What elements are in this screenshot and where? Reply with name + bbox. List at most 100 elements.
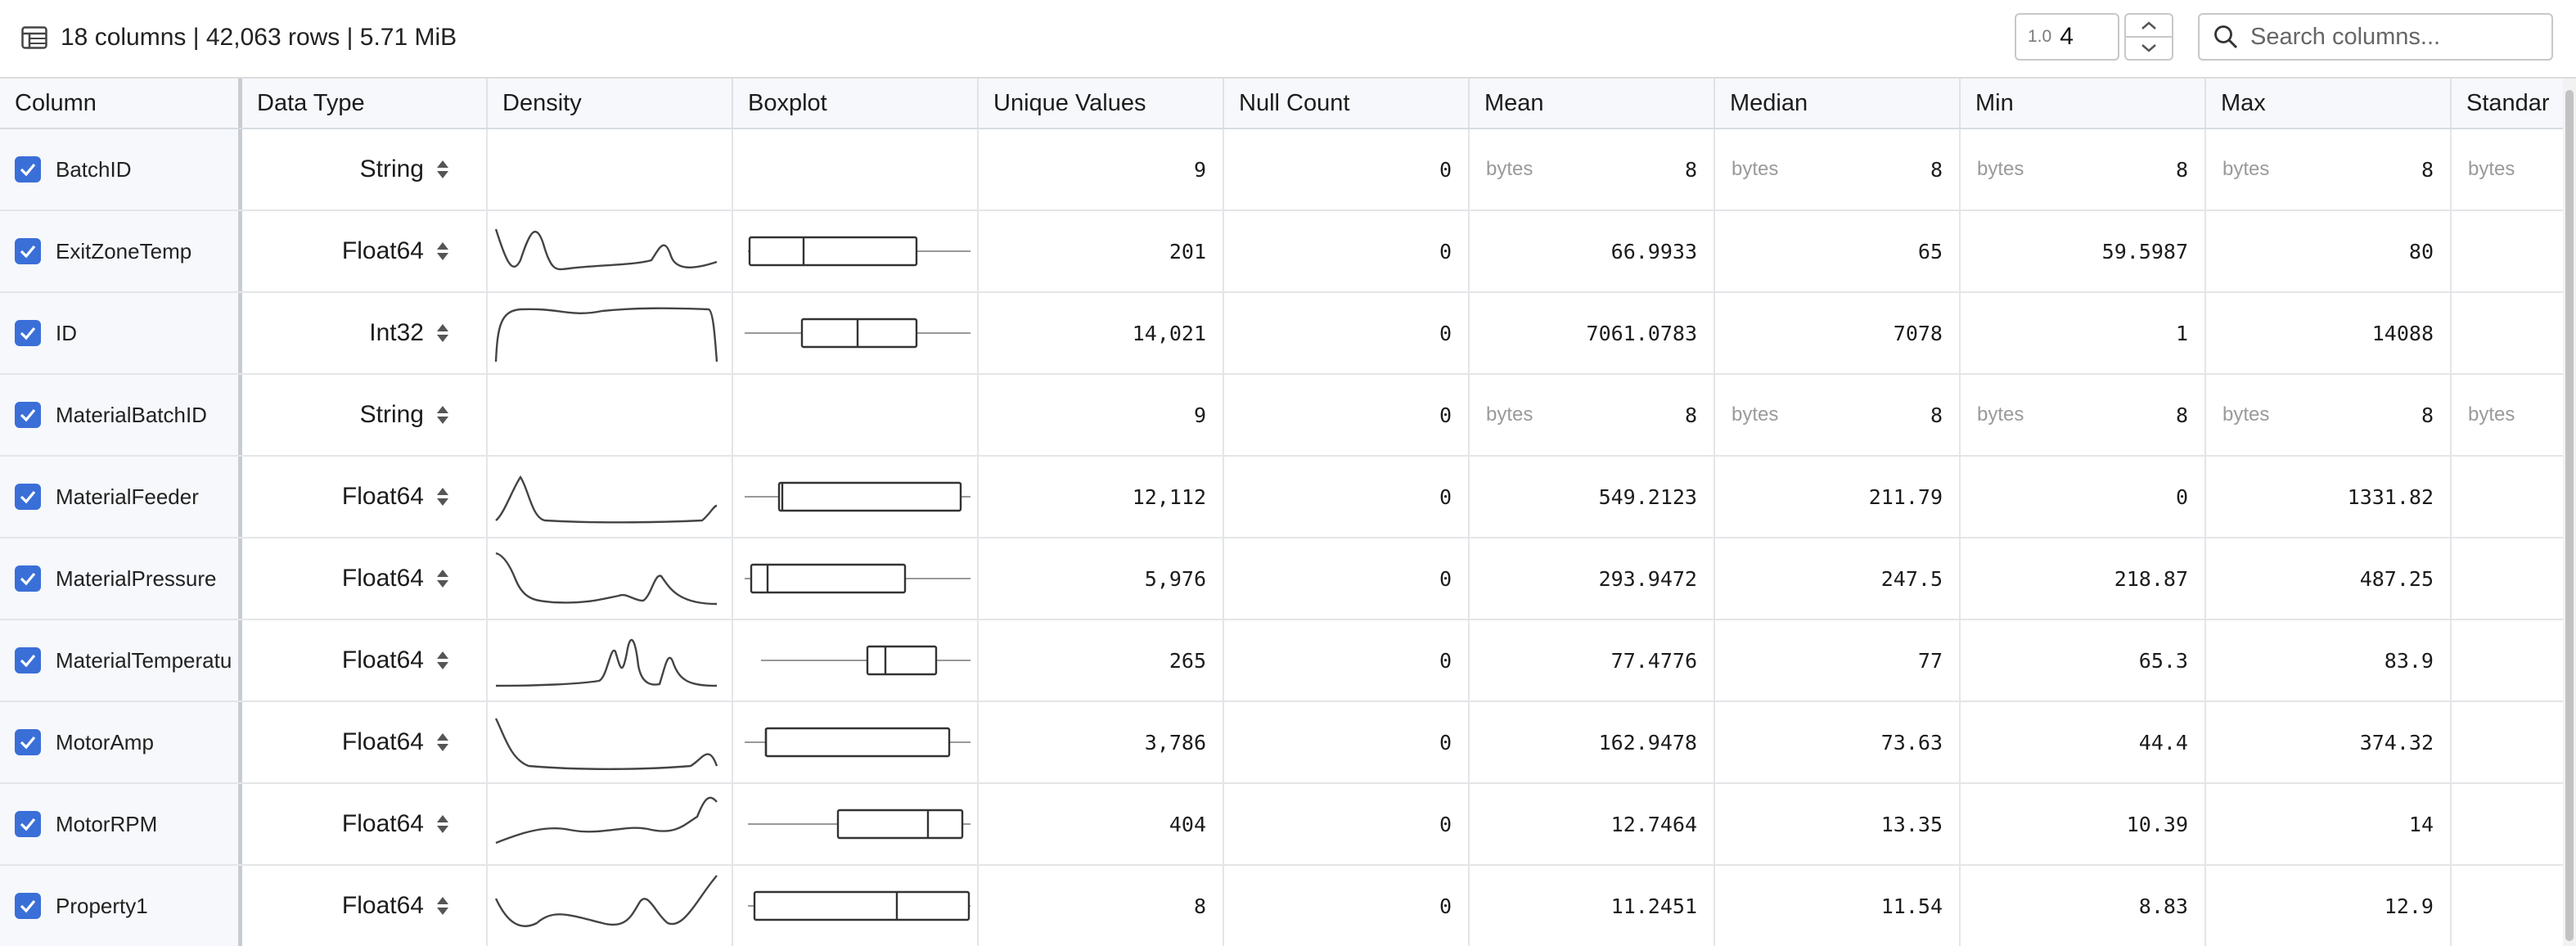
cell-type: Float64 — [242, 702, 488, 782]
boxplot-chart — [745, 481, 971, 512]
cell-min: 0 — [1961, 457, 2206, 537]
table-row[interactable]: BatchID String 9 0 bytes 8 bytes 8 bytes 8 bytes 8 b… — [0, 129, 2576, 211]
table-row[interactable]: MaterialPressure Float64 5,976 0 293.9472 247… — [0, 538, 2576, 620]
data-type-selector[interactable]: Float64 — [242, 866, 486, 946]
cell-box — [733, 129, 979, 209]
data-type-selector[interactable]: Float64 — [242, 457, 486, 537]
bytes-label: bytes — [2222, 158, 2270, 180]
cell-std — [2452, 702, 2566, 782]
header-null-count[interactable]: Null Count — [1224, 79, 1470, 128]
cell-nulls: 0 — [1224, 866, 1470, 946]
density-curve — [495, 796, 718, 845]
column-cell: Property1 — [0, 866, 238, 946]
cell-col: Property1 — [0, 866, 242, 946]
header-max[interactable]: Max — [2206, 79, 2452, 128]
column-name: MotorRPM — [56, 811, 158, 836]
mean-value: 77.4776 — [1610, 648, 1697, 673]
grid-header: Column Data Type Density Boxplot Unique … — [0, 79, 2576, 129]
data-type-label: Float64 — [341, 892, 424, 919]
data-type-selector[interactable]: Float64 — [242, 702, 486, 782]
precision-decrement-button[interactable] — [2126, 36, 2172, 59]
cell-mean: bytes 8 — [1470, 129, 1715, 209]
precision-increment-button[interactable] — [2126, 15, 2172, 36]
vertical-scrollbar[interactable] — [2563, 79, 2576, 946]
data-type-selector[interactable]: String — [242, 129, 486, 209]
column-checkbox[interactable] — [15, 238, 41, 264]
header-density[interactable]: Density — [488, 79, 733, 128]
precision-input[interactable]: 1.0 4 — [2015, 13, 2119, 61]
table-row[interactable]: MotorRPM Float64 404 0 12.7464 13.35 10.39 14 — [0, 784, 2576, 866]
min-value: 218.87 — [2114, 566, 2188, 591]
cell-unique: 9 — [979, 375, 1224, 455]
density-chart — [495, 638, 718, 687]
density-curve — [495, 475, 718, 524]
cell-nulls: 0 — [1224, 702, 1470, 782]
cell-type: String — [242, 375, 488, 455]
column-checkbox[interactable] — [15, 484, 41, 510]
table-row[interactable]: ID Int32 14,021 0 7061.0783 7078 1 14088 — [0, 293, 2576, 375]
precision-stepper[interactable] — [2124, 13, 2173, 61]
std-bytes: bytes — [2452, 129, 2566, 209]
table-row[interactable]: MaterialBatchID String 9 0 bytes 8 bytes 8 bytes… — [0, 375, 2576, 457]
header-boxplot[interactable]: Boxplot — [733, 79, 979, 128]
data-type-selector[interactable]: Float64 — [242, 538, 486, 619]
nulls-value: 0 — [1439, 894, 1452, 918]
bytes-label: bytes — [1732, 403, 1779, 426]
median-value: 8 — [1930, 403, 1943, 427]
data-type-selector[interactable]: Float64 — [242, 211, 486, 291]
cell-box — [733, 538, 979, 619]
cell-max: 374.32 — [2206, 702, 2452, 782]
cell-nulls: 0 — [1224, 538, 1470, 619]
table-row[interactable]: ExitZoneTemp Float64 201 0 66.9933 65 59.5987 8… — [0, 211, 2576, 293]
cell-box — [733, 866, 979, 946]
max-bytes: bytes 8 — [2206, 375, 2450, 455]
header-min[interactable]: Min — [1961, 79, 2206, 128]
column-cell: BatchID — [0, 129, 238, 209]
header-median[interactable]: Median — [1715, 79, 1961, 128]
cell-type: Float64 — [242, 784, 488, 864]
cell-max: 12.9 — [2206, 866, 2452, 946]
density-curve — [495, 552, 718, 606]
cell-unique: 9 — [979, 129, 1224, 209]
table-row[interactable]: MaterialFeeder Float64 12,112 0 549.2123 211.… — [0, 457, 2576, 538]
cell-dens — [488, 457, 733, 537]
column-checkbox[interactable] — [15, 811, 41, 837]
column-checkbox[interactable] — [15, 893, 41, 919]
max-value: 14 — [2408, 812, 2434, 836]
table-row[interactable]: MaterialTemperatu Float64 265 0 77.4776 77 65.… — [0, 620, 2576, 702]
header-data-type[interactable]: Data Type — [242, 79, 488, 128]
header-standard-deviation[interactable]: Standar — [2466, 89, 2550, 116]
boxplot-chart — [745, 318, 971, 349]
column-checkbox[interactable] — [15, 320, 41, 346]
cell-max: 83.9 — [2206, 620, 2452, 700]
column-checkbox[interactable] — [15, 647, 41, 673]
header-mean[interactable]: Mean — [1470, 79, 1715, 128]
cell-col: MaterialBatchID — [0, 375, 242, 455]
max-value: 80 — [2408, 239, 2434, 264]
column-checkbox[interactable] — [15, 729, 41, 755]
table-row[interactable]: MotorAmp Float64 3,786 0 162.9478 73.63 44.4 37… — [0, 702, 2576, 784]
min-value: 44.4 — [2138, 730, 2188, 755]
table-row[interactable]: Property1 Float64 8 0 11.2451 11.54 8.83 12.9 — [0, 866, 2576, 946]
median-bytes: bytes 8 — [1715, 375, 1959, 455]
cell-unique: 5,976 — [979, 538, 1224, 619]
column-checkbox[interactable] — [15, 402, 41, 428]
scrollbar-thumb[interactable] — [2565, 90, 2574, 941]
data-type-selector[interactable]: Int32 — [242, 293, 486, 373]
data-type-selector[interactable]: Float64 — [242, 620, 486, 700]
column-checkbox[interactable] — [15, 156, 41, 182]
sort-icon — [437, 324, 448, 342]
precision-value: 4 — [2060, 23, 2074, 50]
search-input[interactable] — [2249, 22, 2547, 52]
density-curve — [494, 307, 718, 363]
data-type-selector[interactable]: Float64 — [242, 784, 486, 864]
cell-max: 14088 — [2206, 293, 2452, 373]
column-checkbox[interactable] — [15, 565, 41, 592]
sort-icon — [437, 242, 448, 260]
data-type-selector[interactable]: String — [242, 375, 486, 455]
cell-col: MaterialTemperatu — [0, 620, 242, 700]
header-column[interactable]: Column — [0, 79, 242, 128]
bytes-label: bytes — [1977, 403, 2024, 426]
header-unique-values[interactable]: Unique Values — [979, 79, 1224, 128]
boxplot-chart — [748, 236, 971, 267]
